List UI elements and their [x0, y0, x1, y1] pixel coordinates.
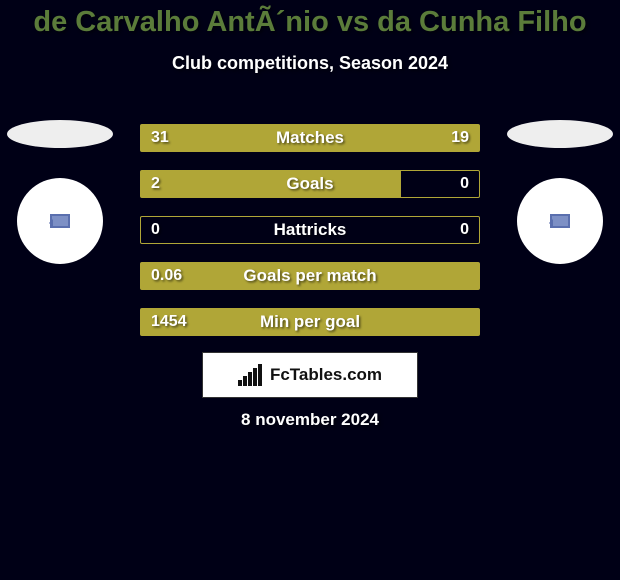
brand-text: FcTables.com	[270, 365, 382, 385]
stat-value-right: 19	[451, 129, 469, 147]
avatar-left	[17, 178, 103, 264]
brand-logo-icon	[238, 364, 264, 386]
stat-row: 31 19 Matches	[140, 124, 480, 152]
stat-row: 2 0 Goals	[140, 170, 480, 198]
flag-left-icon	[7, 120, 113, 148]
stat-row: 0.06 Goals per match	[140, 262, 480, 290]
placeholder-photo-icon	[50, 214, 70, 228]
placeholder-photo-icon	[550, 214, 570, 228]
stat-row: 1454 Min per goal	[140, 308, 480, 336]
player-right-column	[500, 120, 620, 264]
stat-rows: 31 19 Matches 2 0 Goals 0 0 Hattricks 0.06 Goals p…	[140, 124, 480, 354]
stat-label: Goals per match	[243, 266, 376, 286]
brand-box: FcTables.com	[202, 352, 418, 398]
stat-value-left: 31	[151, 129, 169, 147]
snapshot-date: 8 november 2024	[0, 410, 620, 430]
stat-value-left: 0.06	[151, 267, 182, 285]
stat-label: Matches	[276, 128, 344, 148]
stat-value-left: 2	[151, 175, 160, 193]
stat-label: Hattricks	[274, 220, 347, 240]
stat-row: 0 0 Hattricks	[140, 216, 480, 244]
stat-value-right: 0	[460, 175, 469, 193]
stat-value-left: 1454	[151, 313, 187, 331]
stat-label: Goals	[286, 174, 333, 194]
flag-right-icon	[507, 120, 613, 148]
avatar-right	[517, 178, 603, 264]
player-left-column	[0, 120, 120, 264]
stat-label: Min per goal	[260, 312, 360, 332]
comparison-subtitle: Club competitions, Season 2024	[0, 53, 620, 74]
stat-value-right: 0	[460, 221, 469, 239]
comparison-title: de Carvalho AntÃ´nio vs da Cunha Filho	[0, 0, 620, 39]
stat-value-left: 0	[151, 221, 160, 239]
